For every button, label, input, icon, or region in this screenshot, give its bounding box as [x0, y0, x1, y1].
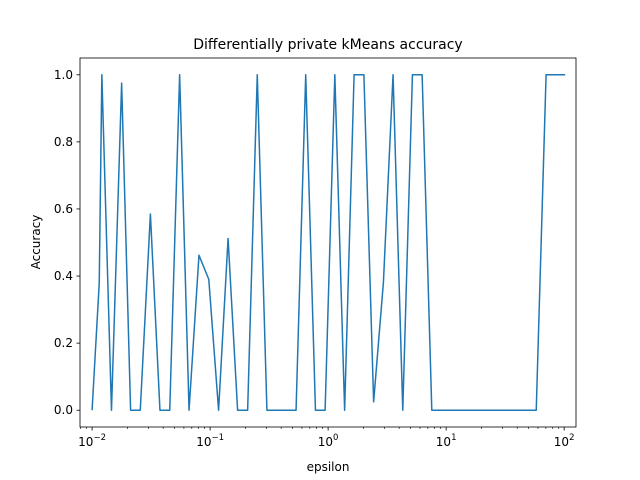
y-axis-label: Accuracy	[29, 215, 43, 270]
x-tick-label-base: 10	[318, 435, 333, 449]
y-tick-label: 0.4	[54, 269, 73, 283]
y-tick-label: 0.8	[54, 135, 73, 149]
y-tick-label: 0.2	[54, 336, 73, 350]
x-tick-label: 102	[554, 433, 575, 449]
x-axis: 10−2 10−1 100 101 102	[78, 427, 575, 449]
x-tick-label-exponent: −1	[211, 433, 224, 443]
plot-area	[79, 57, 577, 428]
chart-title: Differentially private kMeans accuracy	[193, 37, 462, 53]
x-tick-label-base: 10	[436, 435, 451, 449]
series-layer	[91, 74, 566, 411]
x-tick-label-base: 10	[78, 435, 93, 449]
x-tick-label-base: 10	[196, 435, 211, 449]
x-tick-label: 10−2	[78, 433, 106, 449]
series-line-0	[91, 74, 566, 411]
x-axis-label: epsilon	[307, 460, 350, 474]
x-tick-label: 10−1	[196, 433, 224, 449]
x-tick-label: 100	[318, 433, 339, 449]
x-tick-label-exponent: 0	[333, 433, 338, 443]
y-tick-label: 1.0	[54, 68, 73, 82]
x-tick-label-base: 10	[554, 435, 569, 449]
y-tick-label: 0.6	[54, 202, 73, 216]
x-tick-label-exponent: 2	[569, 433, 574, 443]
y-tick-label: 0.0	[54, 403, 73, 417]
y-axis: 0.0 0.2 0.4 0.6 0.8 1.0	[54, 68, 80, 417]
axes-frame	[79, 57, 577, 428]
x-tick-label-exponent: 1	[451, 433, 456, 443]
x-tick-label-exponent: −2	[93, 433, 106, 443]
x-tick-label: 101	[436, 433, 457, 449]
